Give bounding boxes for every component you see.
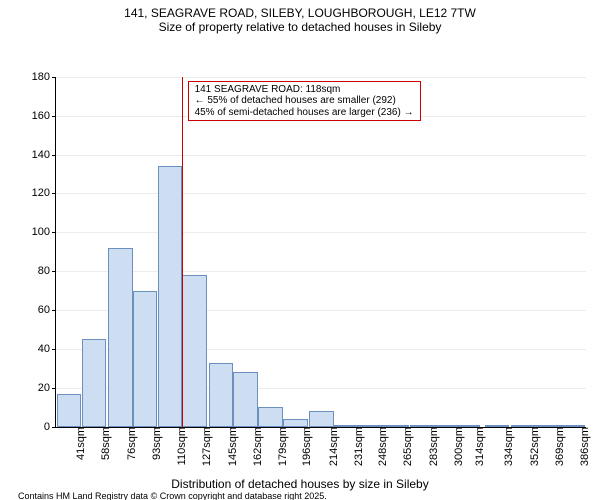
y-tick-label: 100 <box>32 226 56 238</box>
histogram-bar <box>283 419 308 427</box>
histogram-bar <box>209 363 234 427</box>
x-tick-label: 283sqm <box>426 427 440 466</box>
gridline <box>56 155 586 156</box>
x-tick-label: 179sqm <box>275 427 289 466</box>
x-tick-label: 58sqm <box>98 427 112 460</box>
y-tick-label: 160 <box>32 110 56 122</box>
x-tick-label: 162sqm <box>250 427 264 466</box>
histogram-bar <box>233 372 258 426</box>
histogram-bar <box>57 394 82 427</box>
x-tick-label: 248sqm <box>375 427 389 466</box>
x-axis-label: Distribution of detached houses by size … <box>0 477 600 491</box>
histogram-bar <box>158 166 183 427</box>
histogram-bar <box>309 411 334 427</box>
gridline <box>56 193 586 194</box>
chart-area: Number of detached properties 0204060801… <box>0 35 600 475</box>
histogram-bar <box>182 275 207 427</box>
y-tick-label: 120 <box>32 187 56 199</box>
x-tick-label: 127sqm <box>199 427 213 466</box>
y-tick-label: 80 <box>38 265 56 277</box>
y-tick-label: 20 <box>38 382 56 394</box>
annotation-line3: 45% of semi-detached houses are larger (… <box>195 107 414 119</box>
x-tick-label: 76sqm <box>124 427 138 460</box>
x-tick-label: 334sqm <box>501 427 515 466</box>
y-tick-label: 140 <box>32 149 56 161</box>
x-tick-label: 386sqm <box>577 427 591 466</box>
x-tick-label: 314sqm <box>472 427 486 466</box>
x-tick-label: 110sqm <box>174 427 188 465</box>
plot-region: 02040608010012014016018041sqm58sqm76sqm9… <box>55 77 586 428</box>
footnote-line1: Contains HM Land Registry data © Crown c… <box>18 491 600 500</box>
annotation-box: 141 SEAGRAVE ROAD: 118sqm ← 55% of detac… <box>188 81 421 122</box>
x-tick-label: 265sqm <box>400 427 414 466</box>
y-tick-label: 40 <box>38 343 56 355</box>
x-tick-label: 145sqm <box>225 427 239 466</box>
footnote: Contains HM Land Registry data © Crown c… <box>0 491 600 500</box>
y-tick-label: 180 <box>32 71 56 83</box>
y-tick-label: 60 <box>38 304 56 316</box>
x-tick-label: 352sqm <box>527 427 541 466</box>
x-tick-label: 231sqm <box>351 427 365 466</box>
histogram-bar <box>258 407 283 426</box>
chart-title: 141, SEAGRAVE ROAD, SILEBY, LOUGHBOROUGH… <box>0 0 600 35</box>
x-tick-label: 93sqm <box>149 427 163 460</box>
gridline <box>56 232 586 233</box>
title-line1: 141, SEAGRAVE ROAD, SILEBY, LOUGHBOROUGH… <box>0 6 600 20</box>
histogram-bar <box>133 291 158 427</box>
x-tick-label: 300sqm <box>451 427 465 466</box>
histogram-bar <box>108 248 133 427</box>
x-tick-label: 41sqm <box>73 427 87 460</box>
reference-line <box>182 77 183 427</box>
title-line2: Size of property relative to detached ho… <box>0 20 600 34</box>
x-tick-label: 369sqm <box>552 427 566 466</box>
annotation-line2: ← 55% of detached houses are smaller (29… <box>195 95 414 107</box>
annotation-line1: 141 SEAGRAVE ROAD: 118sqm <box>195 84 414 96</box>
x-tick-label: 196sqm <box>299 427 313 466</box>
histogram-bar <box>82 339 107 427</box>
gridline <box>56 77 586 78</box>
y-tick-label: 0 <box>44 421 56 433</box>
gridline <box>56 271 586 272</box>
x-tick-label: 214sqm <box>326 427 340 466</box>
